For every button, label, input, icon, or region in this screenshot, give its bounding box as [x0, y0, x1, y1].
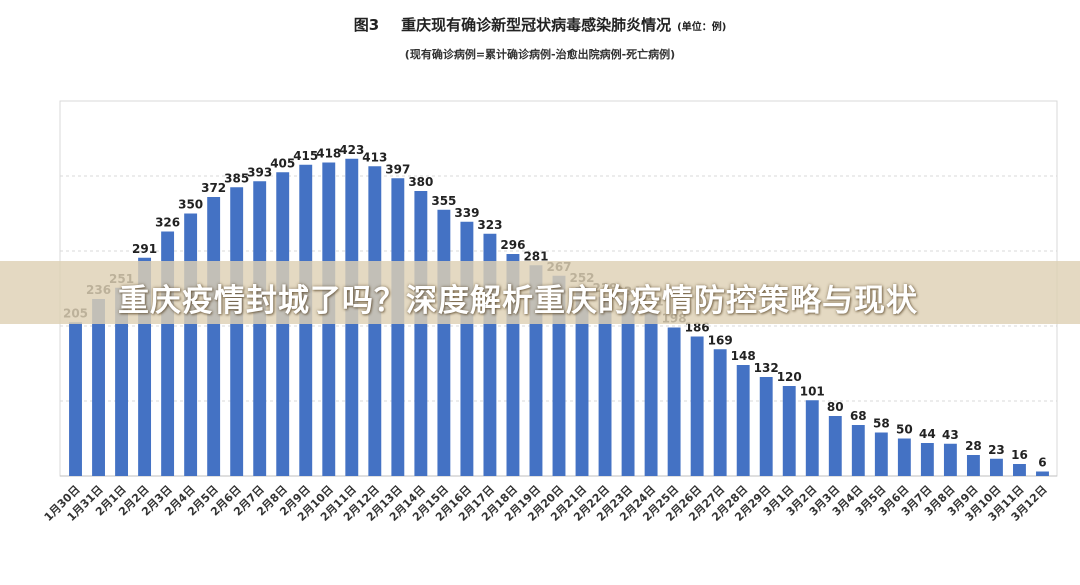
bar [759, 377, 773, 476]
data-label: 6 [1038, 456, 1046, 470]
data-label: 44 [919, 427, 936, 441]
data-label: 339 [454, 206, 479, 220]
data-label: 323 [477, 218, 502, 232]
data-label: 68 [850, 409, 867, 423]
bar [575, 287, 589, 476]
data-label: 380 [408, 175, 433, 189]
bar [253, 181, 267, 476]
data-label: 16 [1011, 448, 1028, 462]
data-label: 326 [155, 216, 180, 230]
headline-banner: 重庆疫情封城了吗？深度解析重庆的疫情防控策略与现状 [0, 261, 1080, 324]
data-label: 413 [362, 150, 387, 164]
data-label: 397 [385, 162, 410, 176]
data-label: 372 [201, 181, 226, 195]
data-label: 350 [178, 198, 203, 212]
bar [437, 209, 451, 476]
data-label: 101 [800, 384, 825, 398]
data-label: 186 [685, 321, 710, 335]
bar [92, 299, 105, 476]
bar [690, 336, 704, 476]
data-label: 58 [873, 417, 890, 431]
bar [828, 416, 842, 476]
data-label: 355 [431, 194, 456, 208]
bar [805, 400, 819, 476]
bar [943, 443, 957, 476]
bar [69, 322, 82, 476]
bar [115, 287, 129, 476]
data-label: 281 [523, 249, 548, 263]
bar [1013, 464, 1026, 476]
data-label: 120 [777, 370, 802, 384]
bar [207, 197, 221, 476]
chart-subtitle: (现有确诊病例=累计确诊病例-治愈出院病例-死亡病例) [404, 48, 676, 61]
data-label: 423 [339, 143, 364, 157]
chart-title-text: 重庆现有确诊新型冠状病毒感染肺炎情况 [401, 16, 672, 34]
data-label: 385 [224, 171, 249, 185]
bar [552, 275, 566, 476]
data-label: 415 [293, 149, 318, 163]
bar [460, 221, 474, 476]
bar [667, 327, 681, 476]
bar [391, 178, 405, 476]
data-label: 148 [731, 349, 756, 363]
x-tick-labels: 1月30日1月31日2月1日2月2日2月3日2月4日2月5日2月6日2月7日2月… [42, 483, 1050, 524]
data-label: 405 [270, 156, 295, 170]
bar [276, 172, 290, 476]
data-label: 80 [827, 400, 844, 414]
bar [644, 310, 658, 476]
data-label: 393 [247, 165, 272, 179]
bar [874, 432, 888, 476]
data-label: 28 [965, 439, 982, 453]
bar [851, 425, 865, 476]
chart-title: 图3 重庆现有确诊新型冠状病毒感染肺炎情况 (单位：例) [0, 14, 1080, 35]
bar [230, 187, 244, 476]
bar [184, 213, 198, 476]
bar [782, 386, 796, 476]
data-label: 169 [708, 333, 733, 347]
bar [966, 455, 980, 476]
bar [897, 438, 911, 476]
data-label: 50 [896, 423, 913, 437]
bar [414, 191, 428, 476]
chart-unit: (单位：例) [677, 22, 727, 33]
data-label: 43 [942, 428, 959, 442]
data-label: 132 [754, 361, 779, 375]
bar [1036, 471, 1049, 476]
bar [920, 443, 934, 476]
bar [621, 300, 635, 476]
bar [598, 296, 612, 476]
figure-number: 图3 [353, 16, 380, 34]
data-label: 23 [988, 443, 1005, 457]
data-label: 418 [316, 147, 341, 161]
bar [713, 349, 727, 476]
data-label: 291 [132, 242, 157, 256]
headline-text: 重庆疫情封城了吗？深度解析重庆的疫情防控策略与现状 [118, 283, 918, 319]
data-label: 296 [500, 238, 525, 252]
bar [736, 365, 750, 476]
bar [989, 458, 1003, 476]
